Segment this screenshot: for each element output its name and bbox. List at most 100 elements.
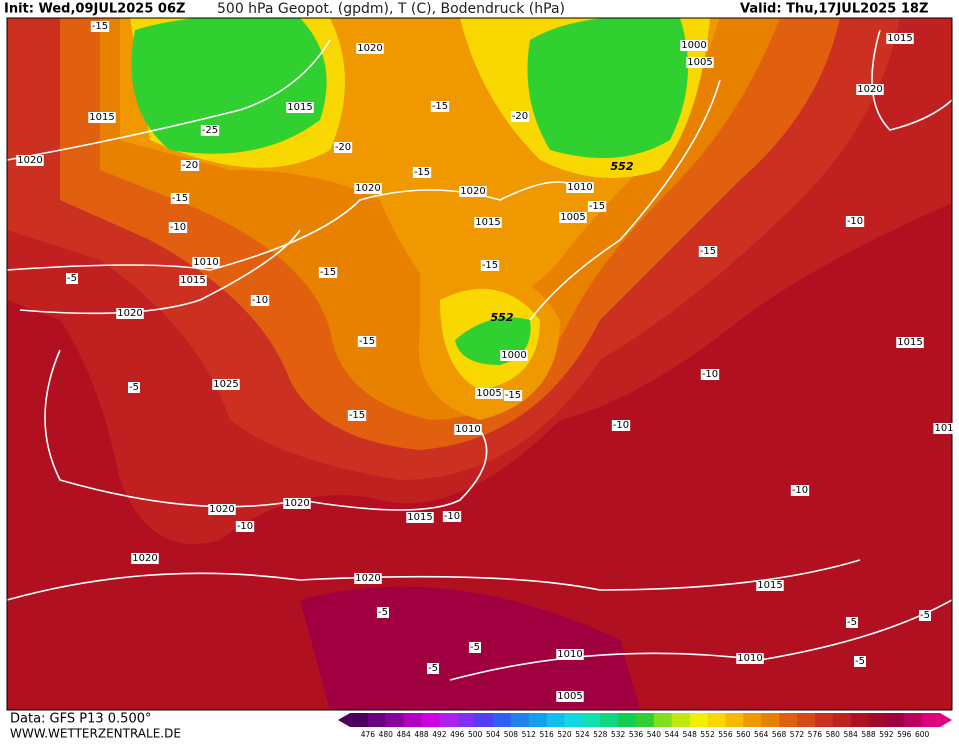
- isobar-label-box: [356, 43, 384, 54]
- temperature-label: -20: [335, 142, 351, 153]
- colorbar-swatch: [528, 713, 548, 727]
- colorbar-swatch: [689, 713, 709, 727]
- colorbar-swatch: [707, 713, 726, 727]
- colorbar-swatch: [510, 713, 530, 727]
- website: WWW.WETTERZENTRALE.DE: [10, 727, 181, 741]
- temperature-label: -10: [702, 369, 718, 380]
- isobar-label-box: [756, 580, 784, 591]
- colorbar-swatch: [904, 713, 923, 727]
- isobar-label: 1010: [193, 257, 218, 268]
- isobar-label: 1020: [357, 43, 382, 54]
- temperature-label-box: [170, 193, 190, 204]
- temperature-label-box: [430, 101, 450, 112]
- colorbar-label: 568: [772, 730, 787, 739]
- temperature-label-box: [235, 521, 255, 532]
- colorbar-label: 560: [736, 730, 751, 739]
- temperature-label: -5: [470, 642, 480, 653]
- isobar-label-box: [556, 649, 584, 660]
- isobar-label: 1020: [857, 84, 882, 95]
- colorbar-swatch: [475, 713, 494, 727]
- isobar-label-box: [566, 182, 594, 193]
- isobar-label: 1005: [560, 212, 585, 223]
- colorbar-label: 580: [826, 730, 841, 739]
- isobar-label-box: [179, 275, 207, 286]
- colorbar-label: 536: [629, 730, 644, 739]
- isobar-label-box: [88, 112, 116, 123]
- temperature-label-box: [90, 21, 110, 32]
- colorbar-swatch: [743, 713, 762, 727]
- isobar-label: 1020: [132, 553, 157, 564]
- colorbar-label: 476: [361, 730, 376, 739]
- temperature-label-box: [357, 336, 377, 347]
- colorbar-label: 528: [593, 730, 608, 739]
- temperature-label-box: [919, 610, 931, 621]
- isobar-label: 1020: [209, 504, 234, 515]
- temperature-label: -10: [792, 485, 808, 496]
- isobar-label-box: [886, 33, 914, 44]
- temperature-label-box: [333, 142, 353, 153]
- temperature-label-box: [469, 642, 481, 653]
- colorbar-arrow-left: [338, 713, 350, 727]
- isobar-label: 1010: [737, 653, 762, 664]
- colorbar-swatch: [779, 713, 798, 727]
- isobar-label: 1015: [887, 33, 912, 44]
- temperature-label-box: [412, 167, 432, 178]
- isobar-label: 1010: [557, 649, 582, 660]
- isobar-label-box: [556, 691, 584, 702]
- colorbar-label: 524: [575, 730, 590, 739]
- colorbar-swatch: [385, 713, 405, 727]
- isobar-label: 1005: [476, 388, 501, 399]
- temperature-label-box: [66, 273, 78, 284]
- isobar-label: 1020: [284, 498, 309, 509]
- temperature-label: -15: [349, 410, 365, 421]
- map-fields: [7, 18, 952, 710]
- temperature-label-box: [854, 656, 866, 667]
- colorbar-label: 512: [522, 730, 537, 739]
- isobar-label: 1015: [180, 275, 205, 286]
- isobar-label-box: [283, 498, 311, 509]
- colorbar-swatch: [886, 713, 905, 727]
- colorbar-label: 508: [504, 730, 519, 739]
- temperature-label-box: [250, 295, 270, 306]
- isobar-label: 1005: [557, 691, 582, 702]
- colorbar-label: 540: [647, 730, 662, 739]
- isobar-label-box: [354, 573, 382, 584]
- temperature-label-box: [846, 617, 858, 628]
- colorbar-swatch: [493, 713, 512, 727]
- isobar-label: 1015: [757, 580, 782, 591]
- isobar-label-box: [459, 186, 487, 197]
- isobar-label-box: [933, 423, 955, 434]
- isobar-label-box: [686, 57, 714, 68]
- colorbar-label: 516: [540, 730, 555, 739]
- temperature-label-box: [845, 216, 865, 227]
- colorbar-label: 480: [379, 730, 394, 739]
- isobar-label: 1020: [117, 308, 142, 319]
- colorbar-label: 520: [557, 730, 572, 739]
- colorbar-swatch: [457, 713, 476, 727]
- colorbar-swatch: [850, 713, 869, 727]
- temperature-label-box: [180, 160, 200, 171]
- init-time: Init: Wed,09JUL2025 06Z: [4, 2, 185, 17]
- isobar-label-box: [286, 102, 314, 113]
- colorbar-label: 584: [843, 730, 858, 739]
- isobar-label-box: [474, 217, 502, 228]
- isobar-label-box: [406, 512, 434, 523]
- colorbar-label: 572: [790, 730, 805, 739]
- temperature-label: -15: [92, 21, 108, 32]
- colorbar-label: 484: [396, 730, 411, 739]
- isobar-label-box: [192, 257, 220, 268]
- isobar-label-box: [736, 653, 764, 664]
- isobar-label: 1010: [567, 182, 592, 193]
- colorbar-swatch: [653, 713, 673, 727]
- temperature-label-box: [587, 201, 607, 212]
- temperature-label: -10: [444, 511, 460, 522]
- isobar-label: 1015: [407, 512, 432, 523]
- colorbar-label: 504: [486, 730, 501, 739]
- colorbar-label: 576: [808, 730, 823, 739]
- isobar-label-box: [16, 155, 44, 166]
- isobar-label-box: [208, 504, 236, 515]
- temperature-label: -15: [700, 246, 716, 257]
- colorbar-label: 488: [414, 730, 429, 739]
- isobar-label-box: [500, 350, 528, 361]
